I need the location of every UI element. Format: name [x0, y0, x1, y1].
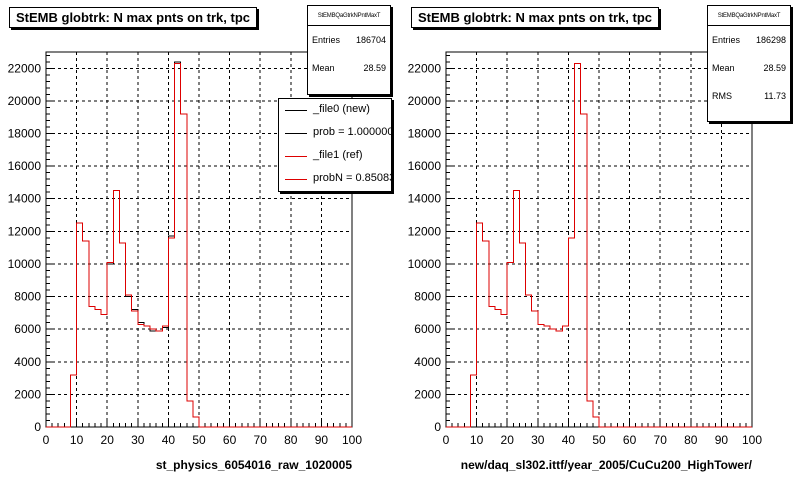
x-tick-label: 30 — [531, 433, 545, 447]
stats-label: Entries — [712, 35, 741, 45]
y-tick-label: 12000 — [408, 224, 442, 238]
x-axis-label: new/daq_sl302.ittf/year_2005/CuCu200_Hig… — [461, 458, 753, 472]
x-tick-label: 80 — [284, 433, 298, 447]
stats-label: Mean — [312, 63, 335, 73]
panel1-title: StEMB globtrk: N max pnts on trk, tpc — [9, 7, 258, 28]
histogram-series — [446, 62, 752, 428]
panel2-stats-box: StEMBQaGtrkNPntMaxT Entries 186298 Mean … — [707, 5, 791, 122]
panel1-stats-box: StEMBQaGtrkNPntMaxT Entries 186704 Mean … — [307, 5, 391, 95]
x-axis-label: st_physics_6054016_raw_1020005 — [156, 458, 352, 472]
stats-label: Mean — [712, 63, 735, 73]
x-tick-label: 100 — [342, 433, 362, 447]
legend-label: prob = 1.000000 — [313, 126, 392, 138]
legend-entry: probN = 0.850837 — [279, 168, 391, 191]
panel1-stats-entries: Entries 186704 — [308, 26, 390, 54]
x-tick-label: 40 — [162, 433, 176, 447]
legend-swatch — [285, 156, 307, 157]
y-tick-label: 4000 — [14, 355, 41, 369]
x-tick-label: 10 — [70, 433, 84, 447]
y-tick-label: 2000 — [414, 387, 441, 401]
legend-swatch — [285, 133, 307, 134]
x-tick-label: 20 — [101, 433, 115, 447]
y-tick-label: 20000 — [408, 94, 442, 108]
stats-value: 186298 — [755, 35, 786, 45]
panel1-stats-name: StEMBQaGtrkNPntMaxT — [308, 6, 390, 26]
y-tick-label: 14000 — [408, 192, 442, 206]
panel2-title-text: StEMB globtrk: N max pnts on trk, tpc — [418, 10, 653, 25]
x-tick-label: 90 — [315, 433, 329, 447]
y-tick-label: 10000 — [8, 257, 42, 271]
x-tick-label: 60 — [223, 433, 237, 447]
panel2-stats-rms: RMS 11.73 — [708, 82, 790, 110]
x-tick-label: 50 — [192, 433, 206, 447]
y-tick-label: 16000 — [408, 159, 442, 173]
y-tick-label: 18000 — [8, 127, 42, 141]
legend-swatch — [285, 110, 307, 111]
x-tick-label: 100 — [742, 433, 762, 447]
y-tick-label: 10000 — [408, 257, 442, 271]
panel1-legend: _file0 (new) prob = 1.000000 _file1 (ref… — [278, 98, 392, 192]
x-tick-label: 70 — [654, 433, 668, 447]
y-tick-label: 8000 — [414, 290, 441, 304]
y-tick-label: 22000 — [8, 61, 42, 75]
x-tick-label: 80 — [684, 433, 698, 447]
y-tick-label: 0 — [434, 420, 441, 434]
y-tick-label: 22000 — [408, 61, 442, 75]
legend-label: _file1 (ref) — [313, 149, 363, 161]
x-tick-label: 50 — [592, 433, 606, 447]
y-tick-label: 12000 — [8, 224, 42, 238]
x-tick-label: 0 — [443, 433, 450, 447]
stats-value: 186704 — [355, 35, 386, 45]
histogram-series — [46, 62, 352, 428]
legend-label: _file0 (new) — [313, 103, 370, 115]
stats-label: RMS — [712, 91, 732, 101]
panel2-title: StEMB globtrk: N max pnts on trk, tpc — [411, 7, 660, 28]
y-tick-label: 4000 — [414, 355, 441, 369]
legend-entry: _file1 (ref) — [279, 145, 391, 168]
y-tick-label: 18000 — [408, 127, 442, 141]
panel2-stats-name: StEMBQaGtrkNPntMaxT — [708, 6, 790, 26]
stats-value: 11.73 — [764, 91, 786, 101]
y-tick-label: 6000 — [414, 322, 441, 336]
legend-label: probN = 0.850837 — [313, 172, 391, 184]
y-tick-label: 2000 — [14, 387, 41, 401]
y-tick-label: 20000 — [8, 94, 42, 108]
legend-entry: prob = 1.000000 — [279, 122, 391, 145]
stats-value: 28.59 — [363, 63, 386, 73]
x-tick-label: 20 — [501, 433, 515, 447]
x-tick-label: 40 — [562, 433, 576, 447]
y-tick-label: 14000 — [8, 192, 42, 206]
y-tick-label: 16000 — [8, 159, 42, 173]
stats-label: Entries — [312, 35, 341, 45]
x-tick-label: 0 — [43, 433, 50, 447]
legend-swatch — [285, 179, 307, 180]
panel1-stats-mean: Mean 28.59 — [308, 54, 390, 82]
panel1-title-text: StEMB globtrk: N max pnts on trk, tpc — [16, 10, 251, 25]
y-tick-label: 0 — [34, 420, 41, 434]
stats-value: 28.59 — [763, 63, 786, 73]
x-tick-label: 10 — [470, 433, 484, 447]
panel2-stats-entries: Entries 186298 — [708, 26, 790, 54]
x-tick-label: 30 — [131, 433, 145, 447]
x-tick-label: 70 — [254, 433, 268, 447]
y-tick-label: 8000 — [14, 290, 41, 304]
x-tick-label: 60 — [623, 433, 637, 447]
panel2-stats-mean: Mean 28.59 — [708, 54, 790, 82]
x-tick-label: 90 — [715, 433, 729, 447]
legend-entry: _file0 (new) — [279, 99, 391, 122]
y-tick-label: 6000 — [14, 322, 41, 336]
